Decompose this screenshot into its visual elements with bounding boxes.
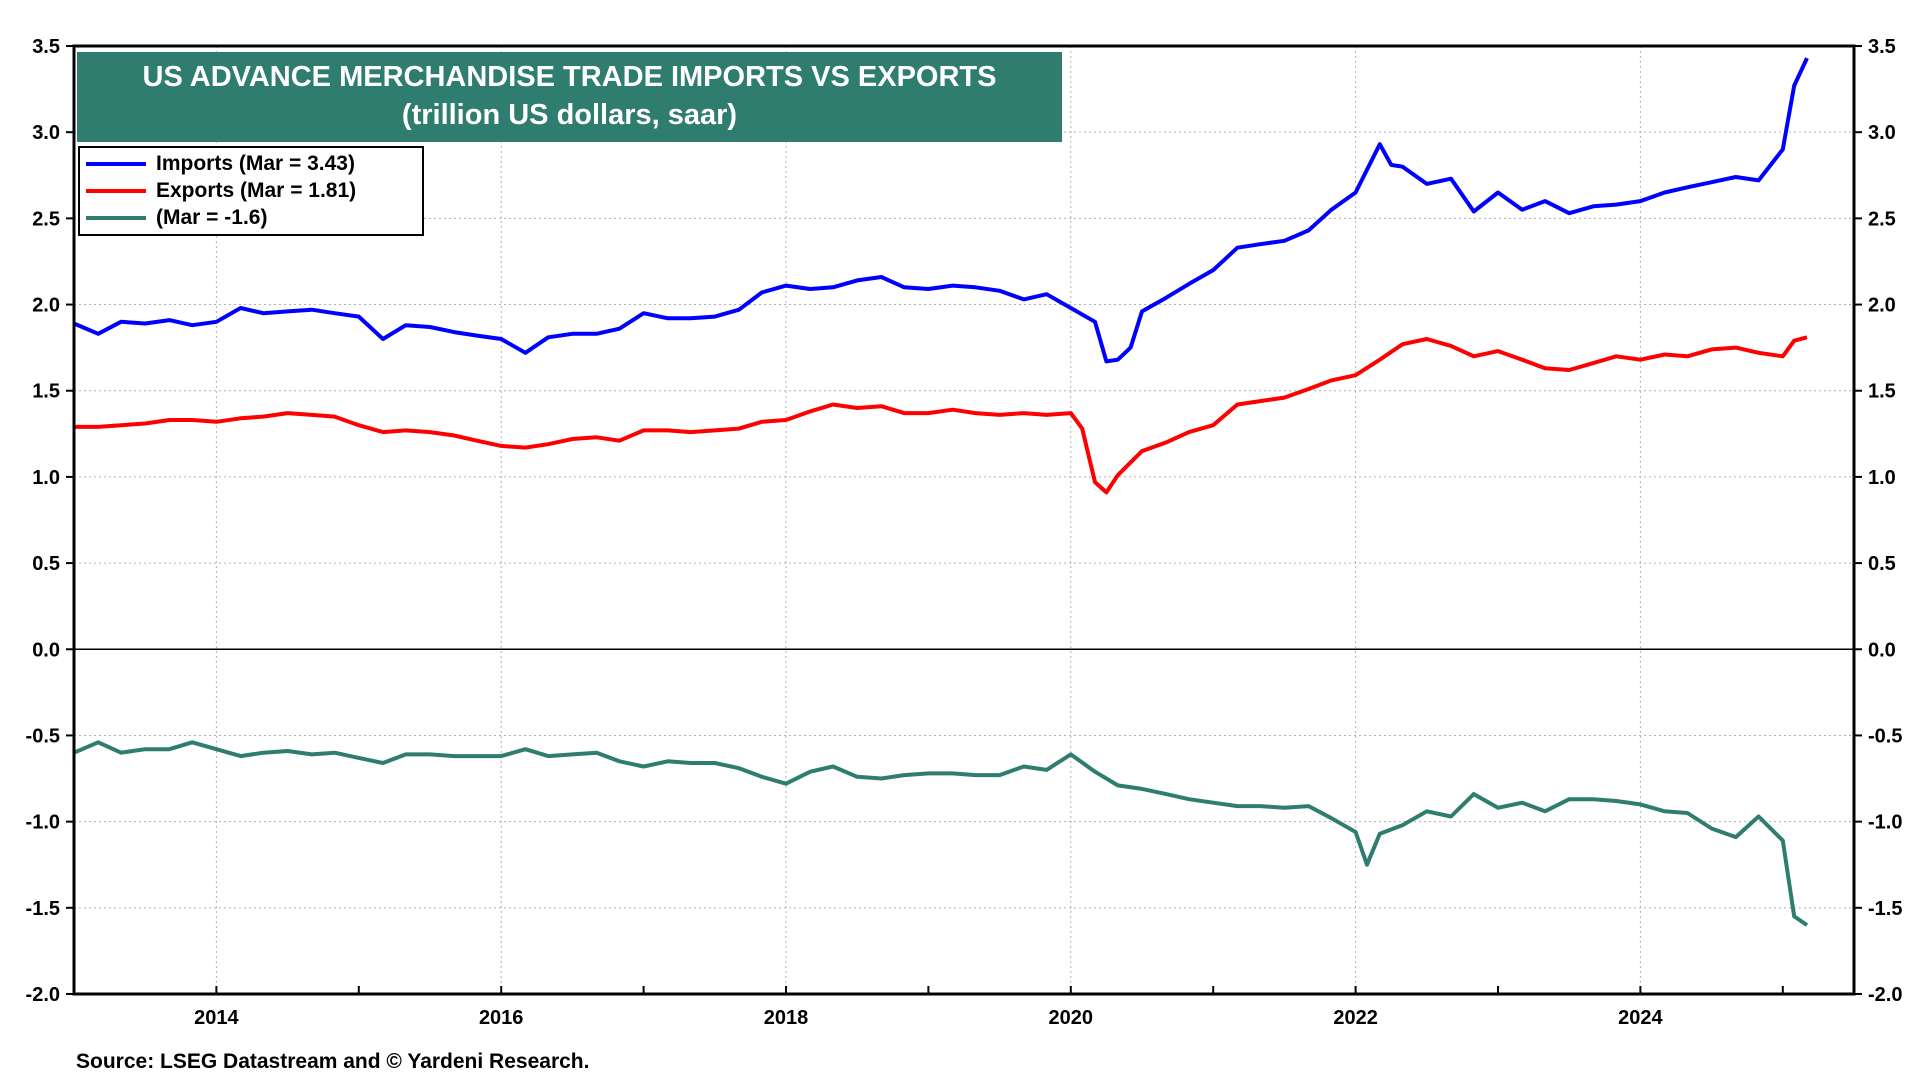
y-tick-label-left: 2.5: [32, 208, 60, 230]
balance-line: [73, 740, 1809, 927]
x-tick-label: 2020: [1049, 1007, 1094, 1029]
y-tick-label-right: -1.0: [1868, 812, 1902, 834]
y-tick-label-right: 0.0: [1868, 639, 1896, 661]
y-tick-label-right: 1.5: [1868, 381, 1896, 403]
x-tick-label: 2022: [1333, 1007, 1378, 1029]
x-tick-label: 2016: [479, 1007, 524, 1029]
x-tick-label: 2018: [764, 1007, 809, 1029]
legend: Imports (Mar = 3.43) Exports (Mar = 1.81…: [78, 146, 424, 236]
y-tick-label-right: 2.5: [1868, 208, 1896, 230]
y-tick-label-left: -2.0: [26, 984, 60, 1006]
legend-swatch-imports: [86, 161, 146, 166]
y-tick-label-right: -2.0: [1868, 984, 1902, 1006]
chart-title-box: US ADVANCE MERCHANDISE TRADE IMPORTS VS …: [77, 52, 1062, 142]
chart-subtitle: (trillion US dollars, saar): [401, 99, 738, 131]
plot-frame: [72, 44, 1856, 996]
y-tick-label-right: 0.5: [1868, 553, 1896, 575]
legend-label-exports: Exports (Mar = 1.81): [156, 178, 357, 202]
legend-item-imports: Imports (Mar = 3.43): [86, 150, 422, 177]
y-tick-label-left: 3.0: [32, 122, 60, 144]
y-tick-label-left: -1.0: [26, 812, 60, 834]
legend-item-balance: (Mar = -1.6): [86, 204, 422, 231]
exports-line: [74, 335, 1808, 495]
x-tick-label: 2014: [194, 1007, 239, 1029]
x-tick-label: 2024: [1618, 1007, 1663, 1029]
imports-line: [73, 57, 1809, 364]
legend-swatch-balance: [86, 215, 146, 220]
y-tick-label-left: -1.5: [26, 898, 60, 920]
legend-item-exports: Exports (Mar = 1.81): [86, 177, 422, 204]
y-tick-label-right: 1.0: [1868, 467, 1896, 489]
legend-label-imports: Imports (Mar = 3.43): [156, 151, 355, 175]
y-tick-label-left: 1.5: [32, 381, 60, 403]
y-tick-label-left: 0.5: [32, 553, 60, 575]
y-tick-label-right: 3.0: [1868, 122, 1896, 144]
y-tick-label-right: 2.0: [1868, 295, 1896, 317]
y-tick-label-left: 2.0: [32, 295, 60, 317]
chart-title: US ADVANCE MERCHANDISE TRADE IMPORTS VS …: [142, 61, 997, 93]
y-tick-label-left: -0.5: [26, 725, 60, 747]
y-tick-label-left: 0.0: [32, 639, 60, 661]
y-tick-label-left: 1.0: [32, 467, 60, 489]
legend-label-balance: (Mar = -1.6): [156, 205, 268, 229]
y-tick-label-right: -1.5: [1868, 898, 1902, 920]
source-note: Source: LSEG Datastream and © Yardeni Re…: [76, 1050, 590, 1073]
y-tick-label-right: 3.5: [1868, 36, 1896, 58]
axis-layer: 3.5 3.5 3.0 3.0 2.5 2.5 2.0 2.0 1.5 1.5 1.0 1.0 0.5 0…: [26, 36, 1903, 1029]
legend-swatch-exports: [86, 188, 146, 193]
y-tick-label-left: 3.5: [32, 36, 60, 58]
y-tick-label-right: -0.5: [1868, 725, 1902, 747]
series-layer: [73, 57, 1809, 927]
